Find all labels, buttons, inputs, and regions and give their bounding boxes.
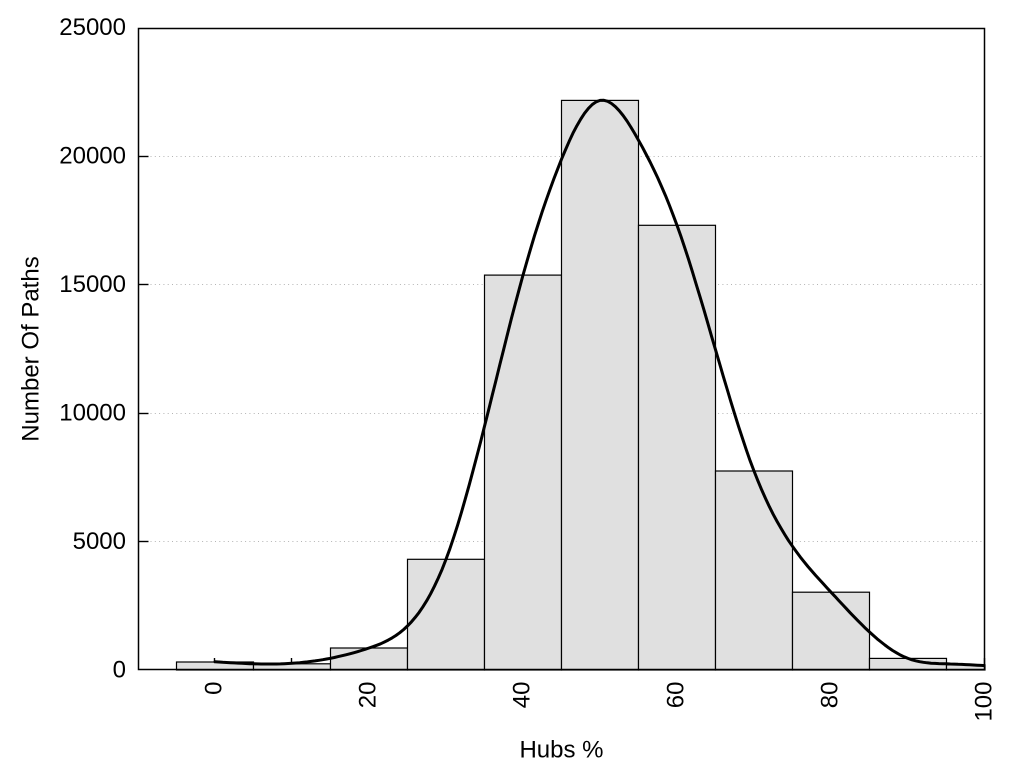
svg-text:80: 80 [817,682,844,709]
svg-text:20000: 20000 [59,143,126,170]
svg-text:5000: 5000 [73,528,126,555]
svg-text:40: 40 [509,682,536,709]
svg-text:25000: 25000 [59,14,126,41]
svg-text:100: 100 [971,682,998,722]
svg-text:20: 20 [355,682,382,709]
svg-text:0: 0 [113,657,126,684]
svg-text:Hubs %: Hubs % [519,737,603,764]
svg-text:Number Of Paths: Number Of Paths [18,256,45,441]
svg-text:15000: 15000 [59,271,126,298]
svg-text:10000: 10000 [59,400,126,427]
svg-text:60: 60 [663,682,690,709]
svg-text:0: 0 [201,682,228,695]
